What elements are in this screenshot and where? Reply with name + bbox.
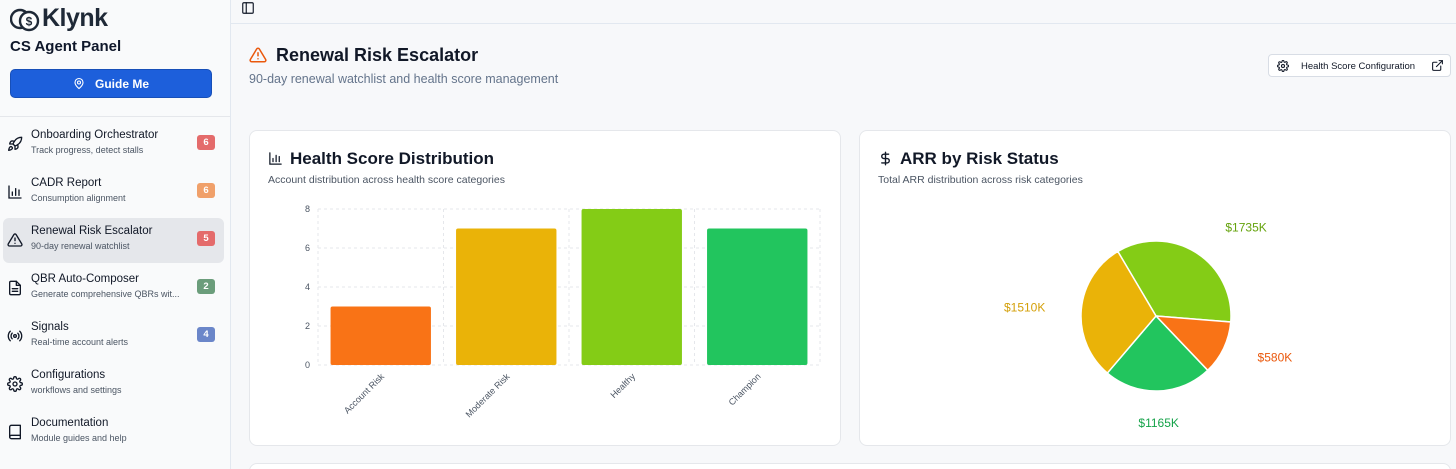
map-pin-icon [74, 77, 84, 90]
arr-risk-card: ARR by Risk Status Total ARR distributio… [859, 130, 1451, 446]
y-tick-label: 4 [305, 282, 310, 292]
pie-slice[interactable] [1106, 314, 1209, 392]
bar[interactable] [456, 228, 557, 366]
top-bar [231, 0, 1456, 24]
x-tick-label: Champion [727, 371, 763, 407]
sidebar-item-subtitle: 90-day renewal watchlist [31, 241, 130, 251]
count-badge: 6 [197, 183, 215, 198]
card-subtitle: Total ARR distribution across risk categ… [878, 174, 1083, 186]
coins-logo-icon: $ [9, 5, 40, 33]
sidebar-divider [0, 116, 230, 117]
sidebar-item-signals[interactable]: Signals Real-time account alerts 4 [3, 314, 224, 359]
warning-icon [249, 46, 267, 64]
y-tick-label: 8 [305, 204, 310, 214]
bar[interactable] [330, 306, 431, 366]
broadcast-icon [7, 328, 23, 344]
config-button-label: Health Score Configuration [1301, 61, 1416, 72]
y-tick-label: 2 [305, 321, 310, 331]
brand[interactable]: $ Klynk [9, 4, 108, 33]
count-badge: 4 [197, 327, 215, 342]
sidebar-item-documentation[interactable]: Documentation Module guides and help [3, 410, 224, 455]
sidebar-item-subtitle: workflows and settings [31, 385, 122, 395]
health-score-card: Health Score Distribution Account distri… [249, 130, 841, 446]
bar-chart-icon [268, 151, 283, 166]
document-icon [7, 280, 23, 296]
sidebar-item-title: CADR Report [31, 177, 102, 189]
sidebar-item-renewal-risk[interactable]: Renewal Risk Escalator 90-day renewal wa… [3, 218, 224, 263]
sidebar-item-subtitle: Real-time account alerts [31, 337, 129, 347]
sidebar-item-cadr-report[interactable]: CADR Report Consumption alignment 6 [3, 170, 224, 215]
guide-me-button[interactable]: Guide Me [10, 69, 212, 98]
dollar-icon [878, 151, 893, 166]
panel-title: CS Agent Panel [10, 38, 122, 55]
arr-pie-chart: $1735K $580K $1165K $1510K [1004, 221, 1293, 430]
y-tick-label: 0 [305, 360, 310, 370]
sidebar-item-title: Signals [31, 321, 69, 333]
page-subtitle: 90-day renewal watchlist and health scor… [249, 72, 559, 86]
health-score-config-button[interactable]: Health Score Configuration [1268, 54, 1451, 77]
sidebar-item-subtitle: Track progress, detect stalls [31, 145, 144, 155]
warning-icon [7, 232, 23, 248]
book-icon [7, 424, 23, 440]
x-tick-label: Moderate Risk [464, 371, 512, 419]
card-title: ARR by Risk Status [900, 149, 1059, 168]
x-tick-label: Account Risk [342, 371, 387, 416]
pie-label: $1735K [1225, 221, 1266, 235]
bar-chart-icon [7, 184, 23, 200]
pie-label: $1510K [1004, 301, 1045, 315]
svg-text:$: $ [26, 14, 33, 28]
pie-slice[interactable] [1116, 240, 1232, 323]
sidebar-item-subtitle: Module guides and help [31, 433, 127, 443]
sidebar-item-title: QBR Auto-Composer [31, 273, 140, 285]
bar[interactable] [581, 209, 682, 365]
rocket-icon [7, 136, 23, 152]
sidebar-toggle-icon[interactable] [241, 1, 255, 15]
sidebar-item-title: Configurations [31, 369, 106, 381]
sidebar-item-configurations[interactable]: Configurations workflows and settings [3, 362, 224, 407]
bar[interactable] [707, 228, 808, 366]
y-tick-label: 6 [305, 243, 310, 253]
sidebar-item-qbr-composer[interactable]: QBR Auto-Composer Generate comprehensive… [3, 266, 224, 311]
sidebar-item-subtitle: Consumption alignment [31, 193, 126, 203]
guide-me-label: Guide Me [94, 76, 149, 91]
pie-label: $1165K [1138, 416, 1178, 430]
external-link-icon [1431, 59, 1444, 72]
count-badge: 2 [197, 279, 215, 294]
next-card [249, 463, 1451, 469]
pie-label: $580K [1258, 351, 1293, 365]
sidebar-item-onboarding[interactable]: Onboarding Orchestrator Track progress, … [3, 122, 224, 167]
page-title: Renewal Risk Escalator [276, 45, 479, 65]
sidebar-item-title: Onboarding Orchestrator [31, 129, 159, 141]
card-title: Health Score Distribution [290, 149, 495, 168]
sidebar: $ Klynk CS Agent Panel Guide Me Onboardi… [0, 0, 231, 469]
count-badge: 5 [197, 231, 215, 246]
count-badge: 6 [197, 135, 215, 150]
gear-icon [1276, 59, 1290, 73]
sidebar-item-title: Documentation [31, 417, 109, 429]
brand-name: Klynk [42, 4, 108, 32]
card-subtitle: Account distribution across health score… [268, 174, 505, 186]
pie-slice[interactable] [1080, 250, 1157, 375]
sidebar-item-title: Renewal Risk Escalator [31, 225, 153, 237]
gear-icon [7, 376, 23, 392]
x-tick-label: Healthy [609, 371, 638, 400]
sidebar-item-subtitle: Generate comprehensive QBRs wit... [31, 289, 180, 299]
health-bar-chart: 0 2 4 6 8 Account Risk Moderate Risk Healthy Cha… [305, 204, 821, 419]
